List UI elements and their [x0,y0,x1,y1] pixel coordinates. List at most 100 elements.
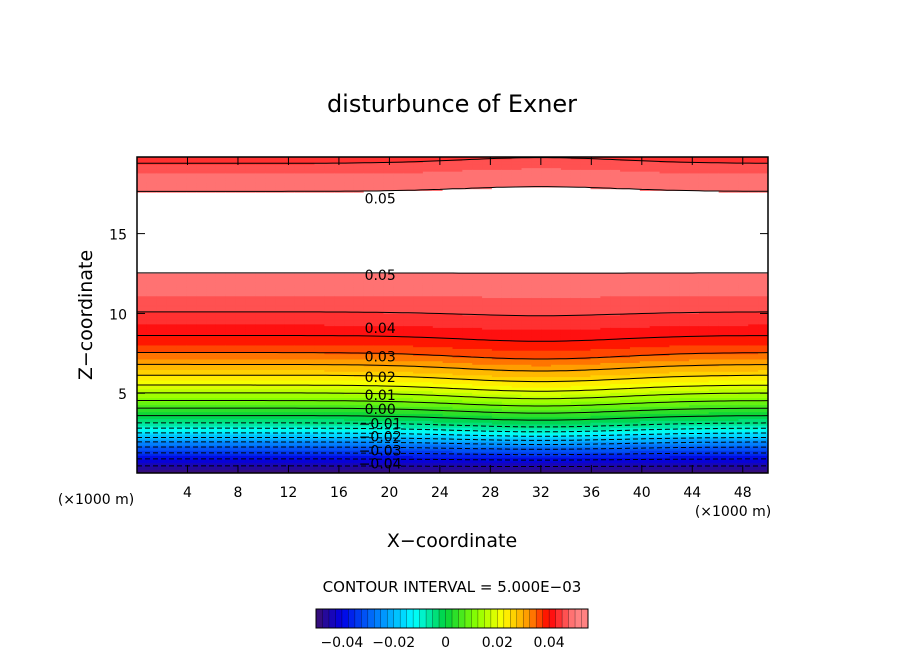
contour-cell [137,432,148,435]
contour-cell [166,234,178,237]
contour-cell [304,353,316,356]
contour-cell [166,214,178,218]
contour-cell [284,430,296,434]
contour-cell [294,209,306,213]
contour-cell [166,379,178,383]
contour-cell [146,413,158,416]
contour-cell [235,357,247,360]
contour-cell [275,181,286,184]
contour-cell [166,188,178,191]
contour-cell [235,394,247,397]
contour-cell [146,343,158,346]
contour-cell [215,214,227,218]
contour-cell [324,379,335,383]
contour-cell [166,355,178,358]
contour-cell [294,258,306,262]
contour-cell [324,339,335,342]
contour-cell [156,350,168,353]
contour-cell [275,253,286,256]
contour-cell [324,360,335,363]
contour-cell [284,379,296,383]
contour-cell [275,286,286,290]
contour-cell [255,181,266,184]
contour-cell [225,241,237,244]
contour-cell [196,169,207,172]
contour-cell [275,258,286,262]
contour-cell [255,467,266,471]
contour-cell [146,378,158,381]
contour-cell [314,221,325,225]
contour-cell [186,220,197,223]
contour-cell [255,378,266,381]
contour-cell [137,390,148,393]
contour-cell [304,455,316,458]
contour-cell [156,374,168,378]
contour-cell [265,237,276,241]
contour-cell [186,404,197,407]
contour-cell [206,460,217,464]
contour-cell [196,257,207,260]
contour-cell [156,258,168,262]
contour-cell [146,395,158,399]
contour-cell [314,178,325,181]
contour-cell [186,214,197,218]
contour-cell [314,258,325,262]
contour-cell [137,371,148,374]
contour-cell [146,262,158,265]
contour-cell [206,164,217,167]
contour-cell [196,265,207,269]
contour-cell [304,255,316,258]
contour-cell [245,429,256,432]
contour-cell [265,388,276,392]
contour-cell [245,302,256,306]
contour-cell [215,355,227,358]
contour-cell [196,457,207,460]
contour-cell [304,413,316,416]
contour-cell [146,420,158,423]
contour-cell [146,341,158,344]
contour-cell [245,453,256,457]
contour-cell [225,202,237,205]
contour-cell [225,353,237,356]
contour-cell [255,364,266,367]
contour-cell [275,443,286,446]
contour-cell [265,444,276,448]
contour-cell [304,297,316,300]
contour-cell [255,228,266,232]
contour-cell [314,420,325,423]
contour-cell [156,174,168,177]
contour-cell [166,388,178,392]
contour-cell [304,195,316,198]
contour-cell [275,329,286,332]
contour-cell [176,160,187,163]
contour-cell [265,286,276,290]
contour-cell [146,402,158,406]
contour-cell [245,232,256,235]
contour-cell [186,279,197,283]
contour-cell [196,278,207,281]
contour-cell [186,257,197,260]
contour-cell [196,309,207,313]
contour-cell [196,323,207,327]
contour-cell [146,223,158,227]
contour-cell [146,415,158,418]
contour-cell [294,309,306,313]
contour-cell [265,441,276,444]
contour-cell [304,272,316,276]
contour-cell [294,195,306,198]
contour-cell [137,292,148,295]
contour-cell [215,374,227,378]
contour-cell [265,348,276,351]
contour-cell [304,311,316,314]
contour-cell [314,300,325,304]
contour-cell [166,241,178,244]
contour-cell [156,304,168,307]
contour-cell [284,316,296,320]
contour-cell [255,360,266,363]
contour-cell [275,300,286,304]
contour-cell [206,244,217,248]
contour-cell [156,323,168,327]
contour-cell [176,220,187,223]
contour-cell [225,165,237,169]
contour-cell [166,297,178,300]
